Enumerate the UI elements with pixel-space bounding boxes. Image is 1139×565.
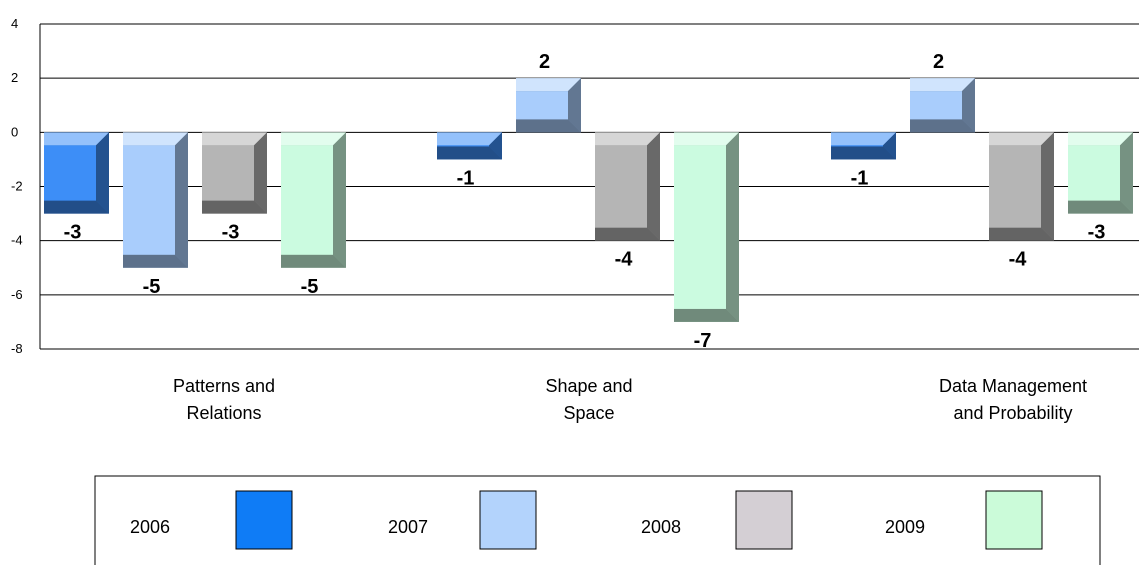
bar-bevel-bottom (44, 200, 109, 214)
x-axis-categories: Patterns and Relations Shape and Space Data … (173, 376, 1087, 423)
y-tick-label: -6 (11, 287, 23, 302)
legend-label: 2006 (130, 517, 170, 537)
bar-bevel-bottom (123, 254, 188, 268)
y-tick-label: -2 (11, 179, 23, 194)
bar-bevel-bottom (202, 200, 267, 214)
bar-face (123, 145, 175, 255)
bar-bevel-bottom (516, 119, 581, 133)
y-tick-label: -8 (11, 341, 23, 356)
bars (44, 78, 1133, 322)
bar (595, 132, 660, 241)
y-axis-ticks: 4 2 0 -2 -4 -6 -8 (11, 16, 23, 356)
bar-bevel-bottom (281, 254, 346, 268)
legend-label: 2007 (388, 517, 428, 537)
bar-bevel-right (175, 132, 188, 268)
bar-bevel-top (989, 132, 1054, 146)
bar-face (595, 145, 647, 228)
bar-bevel-bottom (437, 146, 502, 160)
data-label: -1 (457, 167, 475, 189)
data-label: -5 (143, 276, 161, 298)
bar (202, 132, 267, 214)
bar-face (44, 145, 96, 201)
bar-bevel-right (647, 132, 660, 241)
legend-swatch (985, 490, 1043, 550)
legend-swatch (735, 490, 793, 550)
bar (281, 132, 346, 268)
bar-bevel-right (1041, 132, 1054, 241)
bar-bevel-top (202, 132, 267, 146)
bar-face (281, 145, 333, 255)
bar-face (989, 145, 1041, 228)
y-tick-label: -4 (11, 233, 23, 248)
bar (437, 132, 502, 160)
bar-bevel-top (516, 78, 581, 92)
bar (989, 132, 1054, 241)
bar-bevel-top (123, 132, 188, 146)
data-label: -5 (301, 276, 319, 298)
bar-bevel-top (595, 132, 660, 146)
category-label: Patterns and Relations (173, 376, 275, 423)
bar (1068, 132, 1133, 214)
legend-swatch (235, 490, 293, 550)
y-tick-label: 0 (11, 124, 18, 139)
data-labels: -3 -1 -1 -5 2 2 -3 -4 -4 -5 -7 -3 (64, 51, 1106, 352)
bar-face (437, 145, 489, 147)
bar-bevel-bottom (674, 308, 739, 322)
bar-bevel-top (674, 132, 739, 146)
bar-bevel-top (281, 132, 346, 146)
bar (831, 132, 896, 160)
bar-bevel-bottom (831, 146, 896, 160)
bar-face (910, 91, 962, 120)
bar-face (674, 145, 726, 309)
data-label: 2 (933, 51, 944, 73)
bar-bevel-top (910, 78, 975, 92)
bar-bevel-top (1068, 132, 1133, 146)
bar-face (831, 145, 883, 147)
bar-bevel-right (1120, 132, 1133, 214)
bar-bevel-right (254, 132, 267, 214)
data-label: -4 (615, 249, 634, 271)
data-label: -3 (64, 222, 82, 244)
bar-bevel-right (96, 132, 109, 214)
legend-label: 2008 (641, 517, 681, 537)
data-label: -1 (851, 167, 869, 189)
bar-face (202, 145, 254, 201)
data-label: -4 (1009, 249, 1028, 271)
bar-bevel-top (437, 132, 502, 146)
bar-bevel-bottom (595, 227, 660, 241)
bar-bevel-bottom (989, 227, 1054, 241)
bar (44, 132, 109, 214)
data-label: -3 (222, 222, 240, 244)
bar-bevel-right (333, 132, 346, 268)
bar (674, 132, 739, 322)
category-label: Shape and Space (545, 376, 632, 423)
data-label: -3 (1088, 222, 1106, 244)
data-label: -7 (694, 330, 712, 352)
bar-bevel-right (489, 132, 502, 160)
bar-bevel-right (568, 78, 581, 133)
y-tick-label: 4 (11, 16, 18, 31)
bar (910, 78, 975, 133)
legend: 2006 2007 2008 2009 (94, 475, 1101, 565)
bar-face (1068, 145, 1120, 201)
bar-bevel-bottom (1068, 200, 1133, 214)
bar-bevel-bottom (910, 119, 975, 133)
bar-bevel-top (44, 132, 109, 146)
bar (123, 132, 188, 268)
legend-swatch (479, 490, 537, 550)
bar-bevel-top (831, 132, 896, 146)
bar-bevel-right (726, 132, 739, 322)
category-label: Data Management and Probability (939, 376, 1087, 423)
data-label: 2 (539, 51, 550, 73)
y-tick-label: 2 (11, 70, 18, 85)
legend-label: 2009 (885, 517, 925, 537)
bar-bevel-right (883, 132, 896, 160)
bar-bevel-right (962, 78, 975, 133)
bar (516, 78, 581, 133)
bar-face (516, 91, 568, 120)
